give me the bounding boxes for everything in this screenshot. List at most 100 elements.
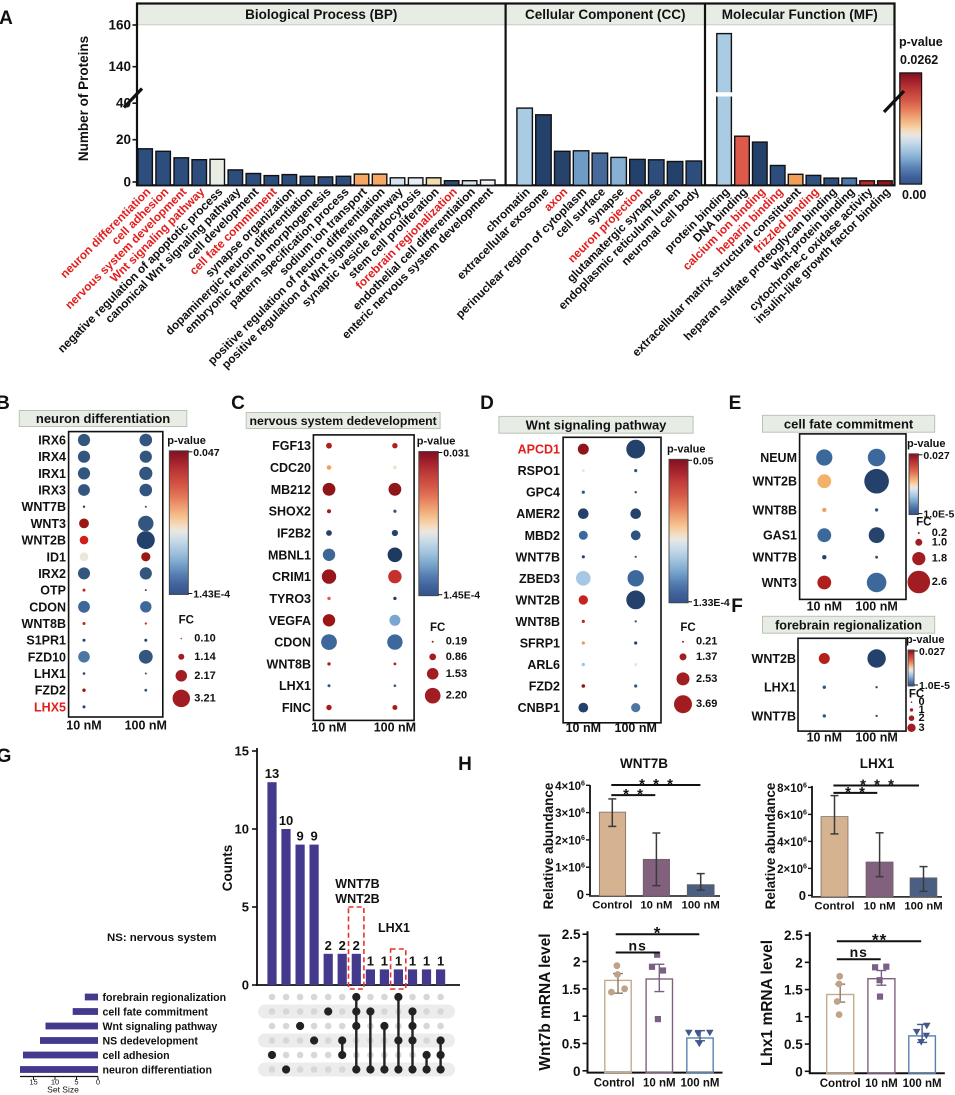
svg-text:10 nM: 10 nM xyxy=(66,719,101,733)
svg-text:15: 15 xyxy=(235,744,249,759)
svg-text:2.5: 2.5 xyxy=(784,928,803,943)
svg-text:nervous system dedevelopment: nervous system dedevelopment xyxy=(250,414,437,428)
svg-text:CDC20: CDC20 xyxy=(270,461,311,475)
svg-text:0.027: 0.027 xyxy=(919,646,945,658)
svg-text:Relative abundance: Relative abundance xyxy=(763,782,778,909)
svg-text:WNT7B: WNT7B xyxy=(752,709,796,723)
svg-text:2.53: 2.53 xyxy=(696,673,717,685)
svg-text:20: 20 xyxy=(116,132,131,147)
svg-text:ZBED3: ZBED3 xyxy=(519,572,560,586)
svg-text:0: 0 xyxy=(577,887,584,902)
svg-text:Lhx1 mRNA level: Lhx1 mRNA level xyxy=(759,940,776,1066)
svg-text:ns: ns xyxy=(629,938,647,954)
svg-text:MBD2: MBD2 xyxy=(525,529,560,543)
svg-text:Number of Proteins: Number of Proteins xyxy=(76,36,91,161)
svg-text:Control: Control xyxy=(594,1078,635,1090)
svg-text:IRX1: IRX1 xyxy=(38,467,66,481)
svg-text:100 nM: 100 nM xyxy=(615,721,657,735)
svg-text:100 nM: 100 nM xyxy=(681,1078,720,1090)
svg-text:neuron differentiation: neuron differentiation xyxy=(103,1065,212,1077)
svg-text:FGF13: FGF13 xyxy=(272,439,311,453)
svg-text:CDON: CDON xyxy=(29,600,66,614)
svg-text:2: 2 xyxy=(325,938,332,953)
svg-text:* * *: * * * xyxy=(860,777,896,794)
svg-text:Control: Control xyxy=(814,900,854,912)
svg-text:10 nM: 10 nM xyxy=(640,900,672,912)
svg-text:0.2: 0.2 xyxy=(932,527,947,539)
svg-text:10 nM: 10 nM xyxy=(807,600,842,614)
svg-text:FZD2: FZD2 xyxy=(35,684,66,698)
svg-text:100 nM: 100 nM xyxy=(374,721,416,735)
svg-text:IRX6: IRX6 xyxy=(38,434,66,448)
svg-text:15: 15 xyxy=(29,1078,37,1087)
svg-text:0.047: 0.047 xyxy=(193,447,219,459)
svg-text:CNBP1: CNBP1 xyxy=(518,701,560,715)
svg-text:WNT3: WNT3 xyxy=(762,576,797,590)
svg-text:D: D xyxy=(480,393,494,414)
svg-text:LHX1: LHX1 xyxy=(860,756,895,771)
svg-text:5: 5 xyxy=(242,900,249,915)
svg-text:p-value: p-value xyxy=(417,436,456,448)
svg-text:10: 10 xyxy=(279,813,293,828)
svg-text:10 nM: 10 nM xyxy=(311,721,346,735)
svg-text:0.027: 0.027 xyxy=(923,450,949,462)
svg-text:ARL6: ARL6 xyxy=(527,658,560,672)
svg-text:4×106: 4×106 xyxy=(555,779,585,792)
svg-text:Biological Process (BP): Biological Process (BP) xyxy=(245,7,397,22)
svg-text:SHOX2: SHOX2 xyxy=(269,505,311,519)
svg-text:p-value: p-value xyxy=(899,35,943,49)
svg-text:H: H xyxy=(458,754,472,775)
svg-text:*: * xyxy=(654,923,662,942)
svg-text:S1PR1: S1PR1 xyxy=(26,634,66,648)
svg-text:WNT2B: WNT2B xyxy=(22,534,66,548)
svg-text:0: 0 xyxy=(96,1078,100,1087)
svg-text:0.5: 0.5 xyxy=(562,1036,581,1051)
svg-text:0.21: 0.21 xyxy=(696,636,717,648)
svg-text:Relative abundance: Relative abundance xyxy=(541,782,556,909)
svg-text:C: C xyxy=(231,393,245,414)
svg-text:10 nM: 10 nM xyxy=(566,721,601,735)
svg-text:8×106: 8×106 xyxy=(777,782,807,795)
svg-text:0.5: 0.5 xyxy=(784,1037,803,1052)
svg-text:LHX1: LHX1 xyxy=(378,921,410,935)
svg-text:0: 0 xyxy=(799,888,806,903)
svg-text:IRX4: IRX4 xyxy=(38,450,66,464)
svg-text:0: 0 xyxy=(919,696,925,708)
svg-text:0.0262: 0.0262 xyxy=(900,53,938,67)
svg-text:WNT7B: WNT7B xyxy=(516,550,560,564)
svg-text:3.21: 3.21 xyxy=(194,692,215,704)
svg-text:0: 0 xyxy=(242,978,249,993)
svg-text:MB212: MB212 xyxy=(271,483,311,497)
svg-text:A: A xyxy=(0,8,13,29)
svg-text:Cellular Component (CC): Cellular Component (CC) xyxy=(525,7,686,22)
svg-text:B: B xyxy=(0,393,10,414)
svg-text:0.19: 0.19 xyxy=(446,636,467,648)
svg-text:VEGFA: VEGFA xyxy=(269,614,311,628)
svg-text:0.86: 0.86 xyxy=(446,651,467,663)
svg-text:CRIM1: CRIM1 xyxy=(272,570,311,584)
svg-text:p-value: p-value xyxy=(167,435,206,447)
svg-text:WNT8B: WNT8B xyxy=(753,503,797,517)
svg-text:p-value: p-value xyxy=(906,634,945,646)
svg-text:* * *: * * * xyxy=(639,776,675,793)
svg-text:WNT2B: WNT2B xyxy=(335,892,379,906)
svg-text:1.0: 1.0 xyxy=(932,536,947,548)
svg-text:RSPO1: RSPO1 xyxy=(518,464,560,478)
svg-text:LHX1: LHX1 xyxy=(279,679,311,693)
svg-text:100 nM: 100 nM xyxy=(125,719,167,733)
svg-text:WNT2B: WNT2B xyxy=(752,652,796,666)
svg-text:1.5: 1.5 xyxy=(784,983,803,998)
svg-text:10: 10 xyxy=(51,1078,59,1087)
svg-text:1.53: 1.53 xyxy=(446,668,467,680)
svg-text:forebrain regionalization: forebrain regionalization xyxy=(775,618,922,632)
svg-text:1.37: 1.37 xyxy=(696,651,717,663)
svg-text:100 nM: 100 nM xyxy=(855,731,897,745)
svg-text:2.5: 2.5 xyxy=(562,927,581,942)
svg-text:LHX1: LHX1 xyxy=(34,667,66,681)
svg-text:100 nM: 100 nM xyxy=(903,1078,942,1090)
svg-text:FZD10: FZD10 xyxy=(28,650,66,664)
svg-text:FC: FC xyxy=(916,517,931,529)
svg-text:FC: FC xyxy=(430,622,445,634)
svg-text:0.10: 0.10 xyxy=(194,633,215,645)
svg-text:WNT8B: WNT8B xyxy=(22,617,66,631)
